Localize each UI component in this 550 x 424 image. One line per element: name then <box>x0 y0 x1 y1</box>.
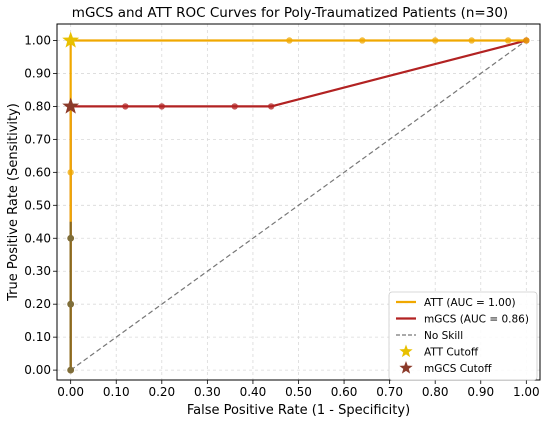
y-tick-label: 0.20 <box>24 297 51 311</box>
series-point-1 <box>267 103 275 110</box>
legend-label-2: No Skill <box>424 330 463 342</box>
x-tick-label: 0.90 <box>467 385 494 399</box>
series-point-1 <box>158 103 166 110</box>
x-tick-label: 0.40 <box>240 385 267 399</box>
y-tick-label: 0.90 <box>24 66 51 80</box>
y-tick-label: 0.10 <box>24 330 51 344</box>
y-tick-label: 0.60 <box>24 165 51 179</box>
series-line-2 <box>70 39 527 371</box>
series-point-0 <box>504 37 512 44</box>
chart-title: mGCS and ATT ROC Curves for Poly-Traumat… <box>72 5 508 21</box>
x-tick-label: 0.20 <box>148 385 175 399</box>
series-point-0 <box>523 37 530 44</box>
legend-label-3: ATT Cutoff <box>424 347 479 359</box>
y-axis: 0.00 0.10 0.20 0.30 0.40 0.50 0.60 0.70 0.80 0.90… <box>24 33 57 377</box>
series-point-0 <box>67 169 74 176</box>
x-tick-label: 0.80 <box>422 385 449 399</box>
legend: ATT (AUC = 1.00) mGCS (AUC = 0.86) No Skil… <box>388 291 538 381</box>
series-point-0 <box>431 37 439 44</box>
series-point-0 <box>468 37 475 44</box>
x-tick-label: 1.00 <box>513 385 540 399</box>
x-tick-label: 0.10 <box>103 385 130 399</box>
plot-area <box>62 31 530 374</box>
y-tick-label: 1.00 <box>24 33 51 47</box>
legend-swatch-3 <box>399 344 413 358</box>
y-tick-label: 0.40 <box>24 231 51 245</box>
y-tick-label: 0.00 <box>24 363 51 377</box>
x-axis: 0.00 0.10 0.20 0.30 0.40 0.50 0.60 0.70 0.80 0.90… <box>57 380 540 399</box>
legend-label-0: ATT (AUC = 1.00) <box>424 297 516 309</box>
series-point-1 <box>231 103 238 110</box>
cutoff-star-0 <box>62 31 80 48</box>
y-axis-label: True Positive Rate (Sensitivity) <box>6 103 21 302</box>
overlap-point <box>67 300 75 308</box>
x-tick-label: 0.00 <box>57 385 84 399</box>
overlap-point <box>67 234 75 242</box>
series-point-0 <box>359 37 366 44</box>
x-axis-label: False Positive Rate (1 - Specificity) <box>187 403 410 418</box>
legend-box <box>388 291 538 381</box>
y-tick-label: 0.70 <box>24 132 51 146</box>
legend-label-4: mGCS Cutoff <box>424 363 492 375</box>
x-tick-label: 0.70 <box>376 385 403 399</box>
y-tick-label: 0.30 <box>24 264 51 278</box>
x-tick-label: 0.60 <box>331 385 358 399</box>
y-tick-label: 0.50 <box>24 198 51 212</box>
series-point-1 <box>122 103 129 110</box>
x-tick-label: 0.50 <box>285 385 312 399</box>
cutoff-star-1 <box>62 97 80 114</box>
x-tick-label: 0.30 <box>194 385 221 399</box>
y-tick-label: 0.80 <box>24 99 51 113</box>
legend-label-1: mGCS (AUC = 0.86) <box>424 314 529 326</box>
overlap-point <box>67 366 75 374</box>
legend-swatch-4 <box>399 361 413 374</box>
series-point-0 <box>286 37 293 44</box>
